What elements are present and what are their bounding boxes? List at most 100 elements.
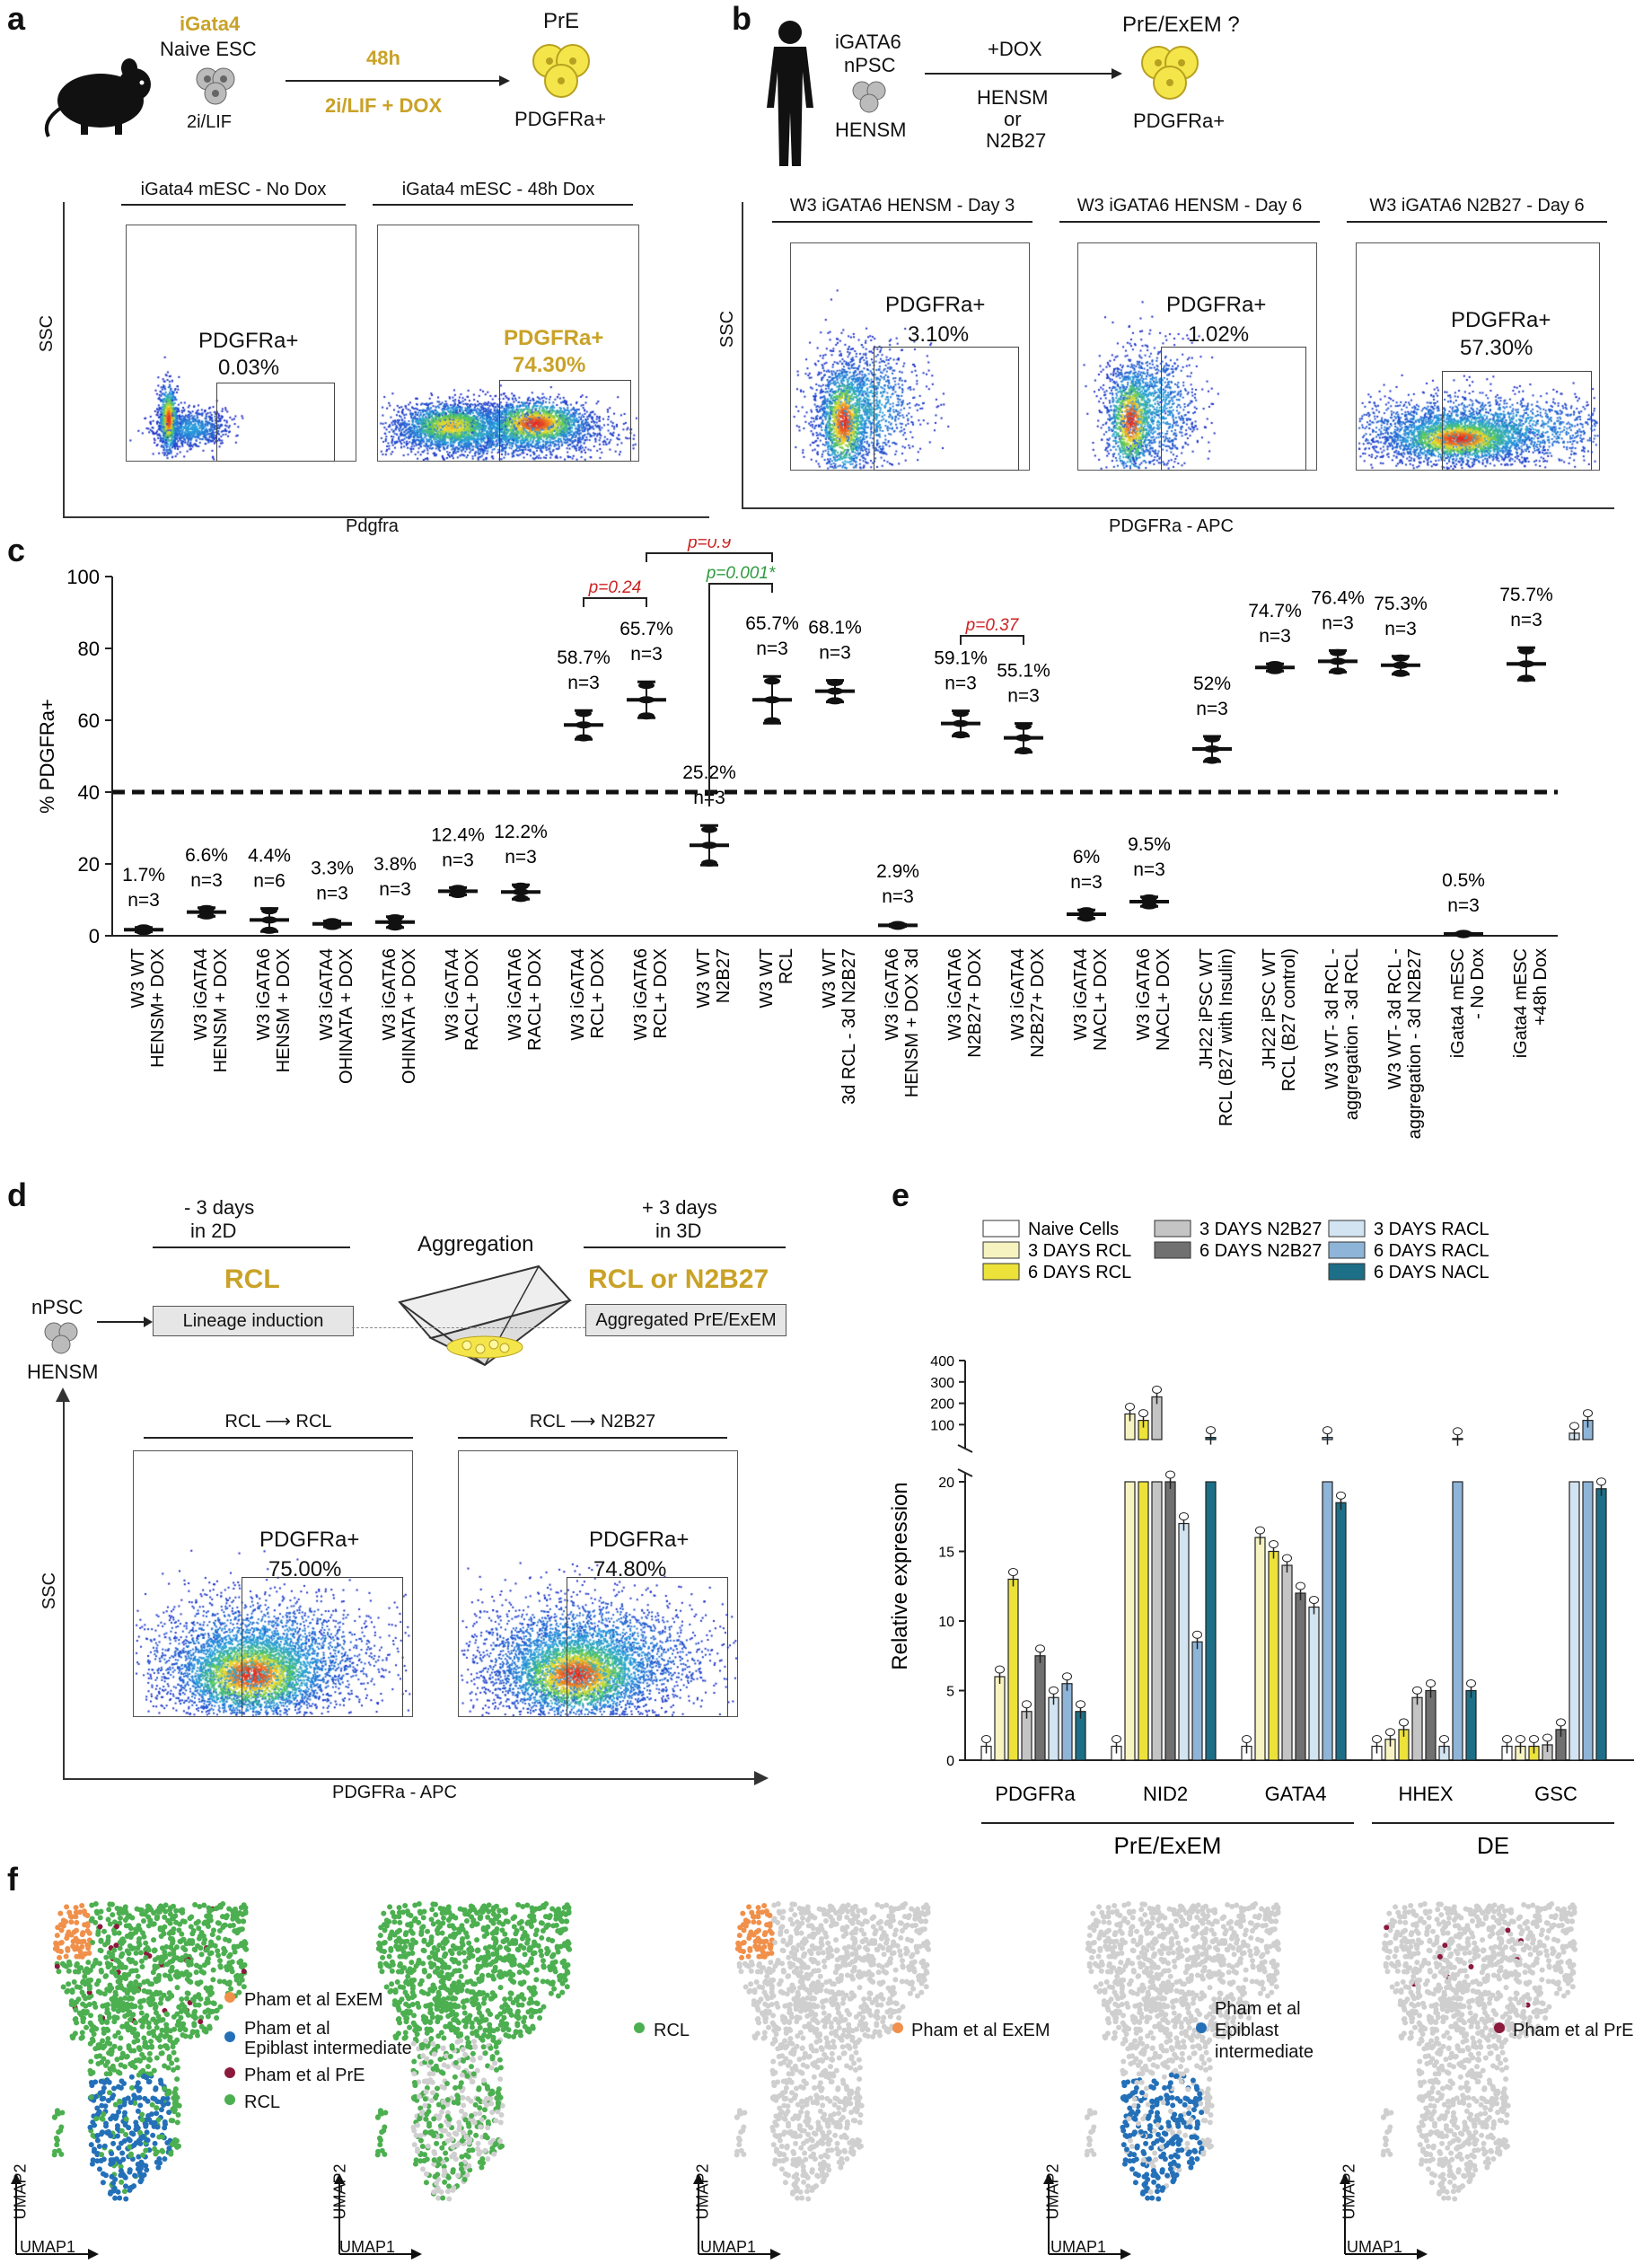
- umap-cell: [527, 1959, 533, 1965]
- umap-cell: [742, 1960, 748, 1967]
- umap-cell: [416, 1919, 422, 1925]
- umap-cell: [122, 2183, 128, 2189]
- umap-cell: [487, 2025, 493, 2031]
- umap-cell: [861, 1931, 867, 1937]
- umap-cell: [127, 2153, 134, 2159]
- umap-cell: [862, 1907, 868, 1913]
- umap-cell: [428, 2036, 435, 2042]
- umap-cell: [835, 2086, 841, 2092]
- umap-cell: [456, 1950, 462, 1956]
- d-plot1-to: RCL: [295, 1412, 332, 1432]
- d-plot1-gate-name: PDGFRa+: [259, 1528, 360, 1552]
- umap-cell: [902, 1925, 909, 1931]
- umap-cell: [72, 2016, 78, 2022]
- c-category-label: iGata4 mESC - No Dox: [1448, 948, 1488, 1058]
- e-bar: [994, 1676, 1006, 1761]
- umap-cell: [438, 2189, 444, 2195]
- umap-cell: [164, 1961, 171, 1968]
- umap-cell: [426, 2120, 433, 2127]
- umap-cell: [900, 2004, 906, 2010]
- a-plot1-gate: [216, 383, 335, 462]
- umap-cell: [1132, 2180, 1138, 2186]
- umap-cell: [770, 2142, 777, 2148]
- umap-cell: [409, 1942, 415, 1949]
- umap-cell: [1208, 2102, 1215, 2109]
- umap-cell: [778, 1978, 784, 1984]
- umap-cell: [793, 2085, 799, 2092]
- umap-cell: [377, 1944, 383, 1951]
- umap-cell: [164, 2139, 171, 2145]
- e-legend-label: 6 DAYS RCL: [1028, 1263, 1131, 1282]
- umap-cell: [540, 1978, 546, 1985]
- umap-cell: [531, 1992, 537, 1998]
- umap-cell: [818, 2072, 824, 2078]
- umap-cell: [167, 1951, 173, 1958]
- umap-cell: [131, 2092, 137, 2099]
- umap-cell: [400, 1984, 407, 1990]
- umap-cell: [856, 1919, 862, 1925]
- umap-cell: [776, 2116, 782, 2122]
- umap-cell: [834, 2096, 840, 2102]
- umap-cell: [790, 2157, 796, 2163]
- umap-cell: [799, 2099, 805, 2105]
- umap-cell: [769, 1995, 775, 2001]
- e-point: [1112, 1735, 1121, 1743]
- umap-cell: [822, 1963, 828, 1969]
- c-category-line1: W3 iGATA6: [883, 948, 902, 1041]
- umap-cell: [469, 2079, 475, 2085]
- umap-cell: [159, 2050, 165, 2057]
- umap-cell: [559, 1974, 566, 1980]
- umap-cell: [436, 1924, 443, 1930]
- c-category-line1: W3 iGATA6: [254, 948, 274, 1041]
- umap-cell: [178, 1957, 184, 1963]
- umap-cell: [780, 1967, 786, 1973]
- umap-cell: [460, 1926, 466, 1933]
- umap-cell: [486, 1902, 492, 1908]
- c-point: [450, 885, 466, 893]
- umap-cell: [164, 1995, 171, 2002]
- umap-cell: [1226, 1969, 1232, 1976]
- c-point: [764, 717, 780, 725]
- umap-cell: [378, 1925, 384, 1931]
- c-point: [1015, 747, 1032, 754]
- umap-cell: [755, 1914, 761, 1920]
- umap-cell: [804, 2189, 810, 2195]
- umap-cell: [488, 1961, 494, 1968]
- umap-cell: [801, 1961, 807, 1968]
- d-arrow: [97, 1317, 153, 1327]
- umap-cell: [208, 1907, 215, 1913]
- umap-cell: [400, 1965, 406, 1971]
- umap-cell: [435, 2019, 441, 2025]
- umap-cell: [1176, 2167, 1182, 2173]
- umap-cell: [188, 1924, 194, 1930]
- d-step1-medium: RCL: [224, 1264, 280, 1294]
- umap-cell: [431, 2157, 437, 2163]
- umap-cell: [435, 1989, 442, 1995]
- umap-cell: [782, 2171, 788, 2177]
- umap-cell: [198, 1951, 205, 1958]
- umap-cell: [841, 1945, 848, 1951]
- umap-cell: [516, 1969, 523, 1976]
- umap-cell: [428, 1916, 435, 1923]
- umap-cell: [818, 2137, 824, 2144]
- e-bar: [1281, 1564, 1293, 1761]
- umap-cell: [136, 1926, 143, 1933]
- umap-cell: [815, 1950, 822, 1956]
- c-pct-label: 74.7%: [1248, 601, 1302, 621]
- umap-cell: [427, 1940, 434, 1946]
- umap-cell: [497, 2076, 504, 2083]
- c-n-label: n=3: [1384, 619, 1417, 639]
- umap-cell: [532, 1941, 539, 1947]
- umap-cell: [439, 2145, 445, 2151]
- umap-cell: [163, 2032, 170, 2039]
- umap-cell: [201, 1902, 207, 1908]
- umap-cell: [168, 1944, 174, 1951]
- umap-cell: [422, 2096, 428, 2102]
- b-plot3-density: [1357, 243, 1599, 470]
- umap-cell: [142, 2043, 148, 2049]
- umap-cell: [172, 2086, 179, 2092]
- umap-cell: [118, 2035, 124, 2041]
- umap-cell: [883, 1933, 889, 1939]
- umap-cell: [815, 1926, 822, 1933]
- umap-cell: [546, 1915, 552, 1921]
